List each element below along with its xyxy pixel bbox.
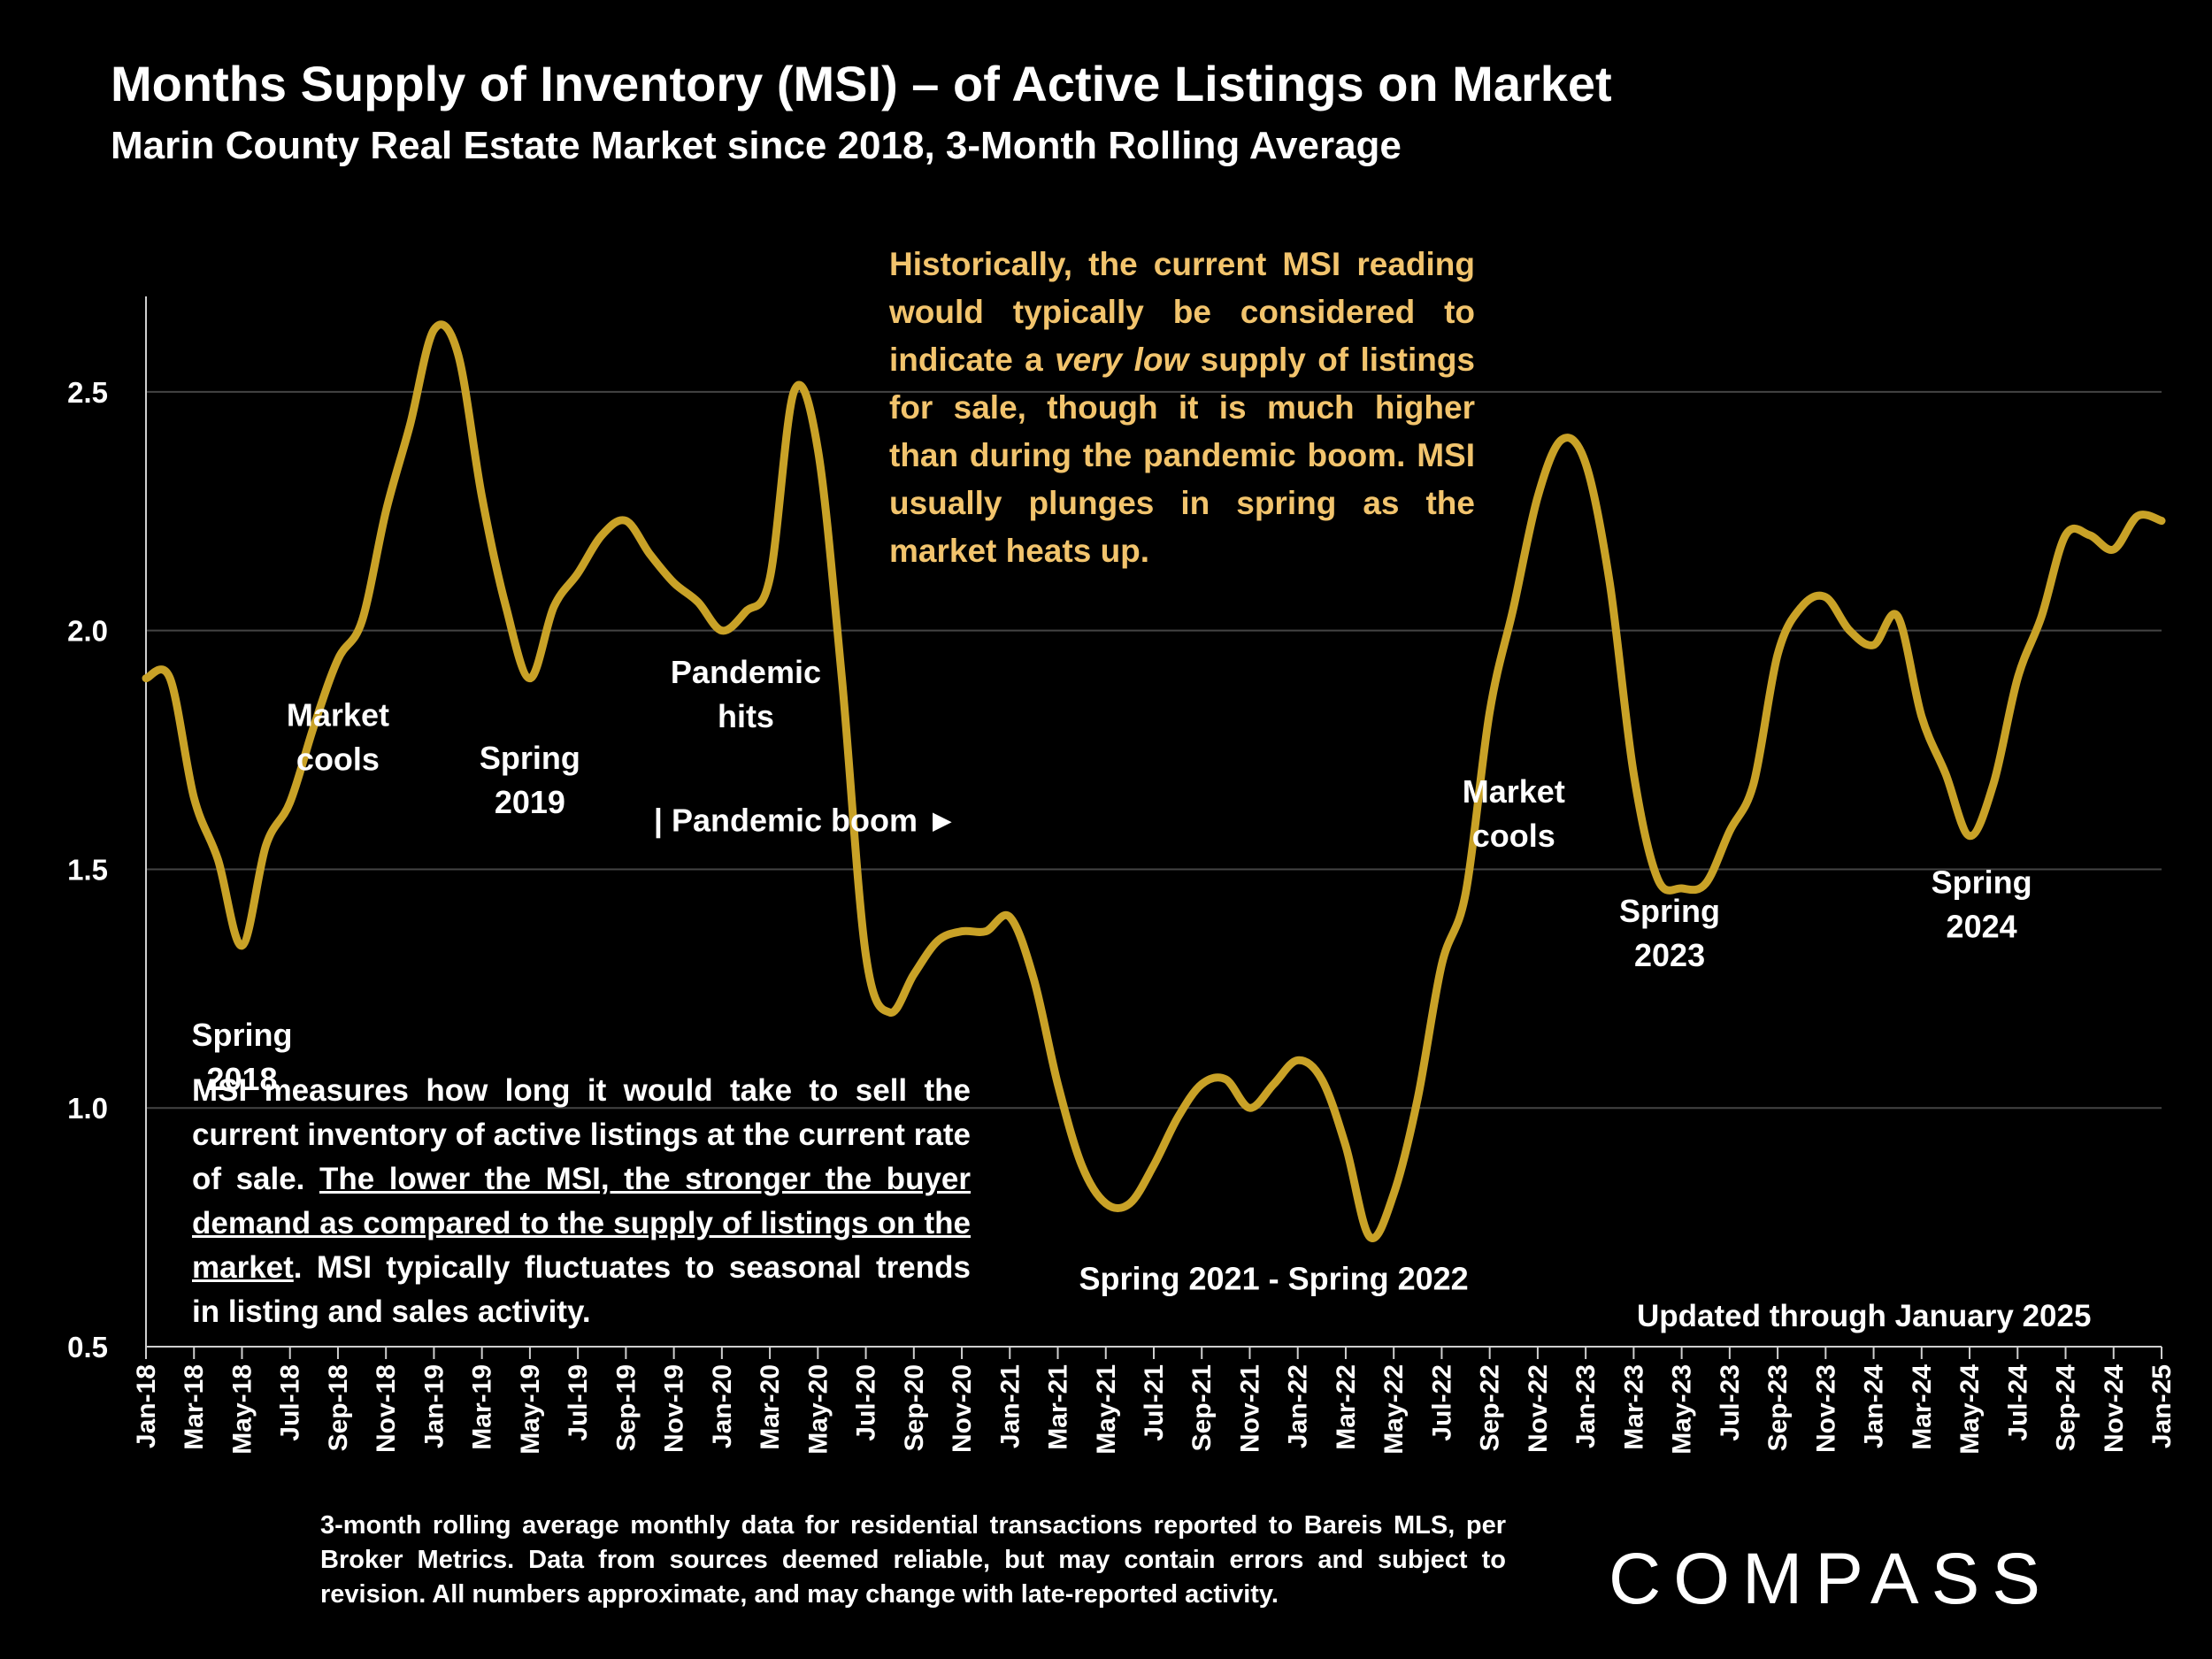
x-tick-label: Jan-25 bbox=[2147, 1364, 2177, 1448]
source-footnote: 3-month rolling average monthly data for… bbox=[320, 1511, 1506, 1609]
chart-annotation: Spring 2023 bbox=[1619, 893, 1720, 973]
x-tick-label: Jul-19 bbox=[564, 1364, 593, 1441]
axes: 0.5 1.0 1.5 2.0 2.5 Jan-18 Mar-18 May-18 Jul-18 S… bbox=[67, 296, 2177, 1455]
updated-through-label: Updated through January 2025 bbox=[1637, 1299, 2092, 1333]
gridlines bbox=[146, 390, 2162, 1110]
x-tick-label: Jan-20 bbox=[708, 1364, 737, 1448]
x-tick-label: Mar-21 bbox=[1044, 1364, 1073, 1450]
x-tick-label: May-23 bbox=[1668, 1364, 1697, 1455]
x-tick-label: Nov-22 bbox=[1524, 1364, 1553, 1453]
historical-note-text-2: supply of listings for sale, though it i… bbox=[889, 342, 1476, 569]
x-tick-label: May-22 bbox=[1379, 1364, 1409, 1455]
x-tick-label: Jan-19 bbox=[419, 1364, 449, 1448]
msi-series-line bbox=[142, 320, 2166, 1242]
x-tick-label: Nov-24 bbox=[2100, 1364, 2129, 1453]
x-tick-label: Jul-18 bbox=[276, 1364, 305, 1441]
x-tick-label: Nov-18 bbox=[372, 1364, 401, 1453]
definition-text-2: . MSI typically fluctuates to seasonal t… bbox=[192, 1250, 971, 1329]
x-tick-label: Mar-22 bbox=[1332, 1364, 1361, 1450]
x-tick-label: Mar-20 bbox=[756, 1364, 785, 1450]
x-tick-label: May-20 bbox=[803, 1364, 833, 1455]
chart-annotation: Spring 2019 bbox=[480, 740, 580, 820]
historical-note: Historically, the current MSI reading wo… bbox=[889, 241, 1475, 575]
msi-definition-note: MSI measures how long it would take to s… bbox=[192, 1069, 971, 1334]
x-tick-label: May-21 bbox=[1092, 1364, 1121, 1455]
chart-annotation: Spring 2018 bbox=[191, 1017, 292, 1097]
x-tick-label: Sep-20 bbox=[900, 1364, 929, 1451]
chart-annotation: Spring 2024 bbox=[1932, 864, 2032, 944]
x-tick-label: Jul-23 bbox=[1716, 1364, 1745, 1441]
x-tick-label: Mar-24 bbox=[1908, 1364, 1937, 1450]
x-tick-label: May-24 bbox=[1955, 1364, 1985, 1455]
x-tick-label: May-18 bbox=[227, 1364, 257, 1455]
chart-annotation: Market cools bbox=[1463, 773, 1565, 854]
x-tick-label: Jul-20 bbox=[852, 1364, 881, 1441]
x-tick-label: Nov-19 bbox=[660, 1364, 689, 1453]
x-tick-label: Nov-21 bbox=[1235, 1364, 1264, 1453]
y-tick-label: 2.5 bbox=[67, 376, 108, 409]
x-tick-label: Sep-24 bbox=[2052, 1364, 2081, 1452]
x-tick-label: Jul-21 bbox=[1140, 1364, 1169, 1441]
x-tick-label: Sep-22 bbox=[1476, 1364, 1505, 1451]
y-tick-label: 1.0 bbox=[67, 1092, 108, 1125]
chart-annotation: | Pandemic boom ► bbox=[654, 802, 958, 839]
x-tick-label: Nov-23 bbox=[1811, 1364, 1840, 1453]
y-tick-label: 2.0 bbox=[67, 615, 108, 648]
x-tick-label: Jan-21 bbox=[995, 1364, 1025, 1448]
x-tick-label: Mar-18 bbox=[180, 1364, 209, 1450]
annotations: Spring 2018 Market cools Spring 2019 Pandemic h… bbox=[191, 654, 2032, 1296]
compass-logo: COMPASS bbox=[1609, 1539, 2053, 1619]
chart-annotation: Spring 2021 - Spring 2022 bbox=[1079, 1260, 1469, 1296]
x-tick-label: Jan-23 bbox=[1571, 1364, 1601, 1448]
x-tick-label: Mar-19 bbox=[468, 1364, 497, 1450]
historical-note-emphasis: very low bbox=[1055, 342, 1189, 378]
x-tick-label: Sep-23 bbox=[1763, 1364, 1793, 1451]
definition-text-1: MSI measures how long it would take to s… bbox=[192, 1073, 971, 1196]
x-tick-label: Jul-24 bbox=[2003, 1364, 2032, 1441]
x-tick-label: Nov-20 bbox=[948, 1364, 977, 1453]
chart-subtitle: Marin County Real Estate Market since 20… bbox=[111, 124, 1402, 167]
x-tick-label: Jul-22 bbox=[1427, 1364, 1456, 1441]
x-tick-label: Sep-21 bbox=[1187, 1364, 1217, 1451]
x-tick-label: Jan-24 bbox=[1860, 1364, 1889, 1448]
y-tick-label: 1.5 bbox=[67, 853, 108, 886]
x-tick-label: Jan-18 bbox=[132, 1364, 161, 1448]
y-tick-label: 0.5 bbox=[67, 1331, 108, 1363]
historical-note-text-1: Historically, the current MSI reading wo… bbox=[889, 246, 1475, 378]
x-tick-label: Sep-18 bbox=[324, 1364, 353, 1451]
x-tick-label: Sep-19 bbox=[611, 1364, 641, 1451]
x-tick-label: Mar-23 bbox=[1619, 1364, 1648, 1450]
definition-underlined: The lower the MSI, the stronger the buye… bbox=[192, 1162, 971, 1285]
series-layer bbox=[142, 320, 2166, 1242]
chart-annotation: Pandemic hits bbox=[671, 654, 821, 734]
chart-title: Months Supply of Inventory (MSI) – of Ac… bbox=[111, 56, 1612, 111]
x-tick-label: Jan-22 bbox=[1284, 1364, 1313, 1448]
chart-annotation: Market cools bbox=[287, 697, 389, 778]
x-tick-label: May-19 bbox=[516, 1364, 545, 1455]
